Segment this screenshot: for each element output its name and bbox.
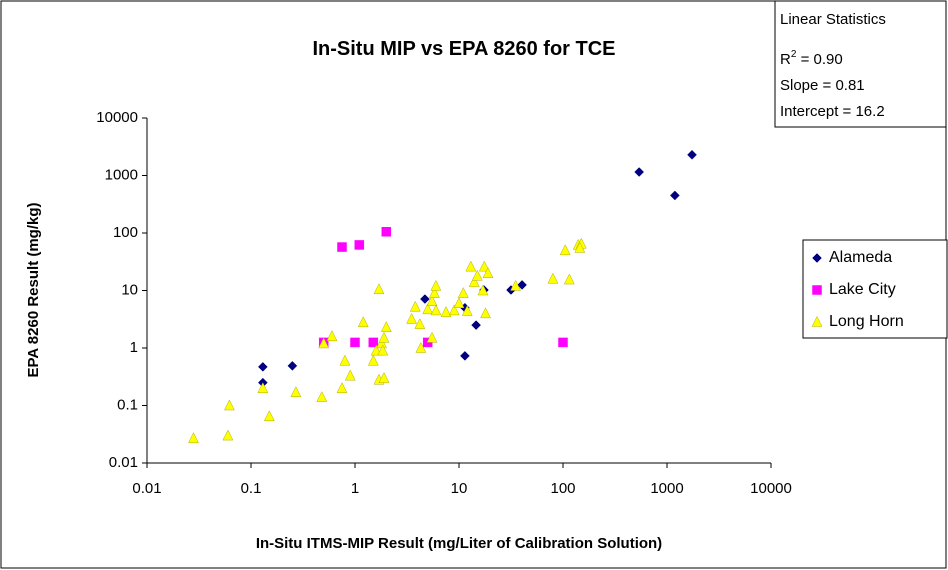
legend-label: Lake City (829, 281, 896, 298)
marker (381, 227, 392, 237)
marker (318, 337, 330, 349)
marker (430, 304, 442, 316)
marker (344, 369, 356, 381)
marker (440, 306, 452, 317)
marker (426, 295, 438, 307)
stats-slope: Slope = 0.81 (780, 77, 865, 94)
marker (478, 260, 490, 272)
marker (350, 337, 360, 348)
marker (316, 391, 328, 402)
series-2 (188, 237, 587, 443)
stats-intercept: Intercept = 16.2 (780, 103, 885, 120)
marker (188, 432, 199, 443)
legend-marker (812, 253, 822, 263)
marker (517, 280, 527, 290)
marker (471, 269, 483, 281)
marker (409, 300, 421, 312)
y-tick-label: 0.1 (117, 396, 138, 413)
marker (482, 267, 494, 278)
marker (378, 372, 390, 383)
marker (428, 287, 440, 298)
y-axis-title: EPA 8260 Result (mg/kg) (25, 202, 42, 377)
marker (263, 410, 275, 422)
marker (373, 283, 385, 295)
marker (406, 312, 417, 324)
marker (574, 241, 586, 253)
y-tick-label: 1000 (105, 166, 138, 183)
stats-r2: R2 = 0.90 (780, 49, 843, 68)
r2-exponent: 2 (791, 49, 797, 60)
marker (354, 240, 365, 250)
marker (368, 337, 379, 348)
marker (377, 344, 389, 356)
y-tick-label: 100 (113, 224, 138, 241)
marker (378, 331, 390, 343)
marker (257, 362, 268, 372)
x-tick-label: 0.1 (241, 480, 262, 497)
chart-title: In-Situ MIP vs EPA 8260 for TCE (312, 38, 615, 60)
marker (370, 344, 382, 356)
legend-frame (802, 239, 948, 339)
legend: Alameda Lake City Long Horn (802, 239, 948, 339)
marker (287, 360, 298, 371)
marker (222, 429, 234, 441)
marker (460, 351, 470, 361)
x-tick-label: 10 (451, 480, 468, 497)
marker (257, 382, 269, 393)
marker (453, 297, 465, 309)
marker (634, 167, 645, 177)
marker (559, 244, 571, 256)
marker (290, 386, 302, 397)
legend-label: Alameda (829, 249, 892, 266)
r2-symbol: R (780, 51, 791, 68)
marker (415, 341, 427, 353)
x-tick-label: 10000 (750, 480, 792, 497)
x-tick-label: 100 (550, 480, 575, 497)
stats-heading: Linear Statistics (780, 11, 886, 28)
x-tick-label: 1 (351, 480, 359, 497)
marker (357, 316, 369, 328)
stats-frame (774, 0, 947, 128)
marker (558, 337, 568, 348)
marker (380, 321, 392, 332)
marker (547, 272, 559, 284)
marker (337, 242, 347, 252)
marker (420, 294, 430, 304)
marker (461, 304, 473, 316)
marker (448, 304, 460, 316)
y-tick-label: 0.01 (109, 454, 138, 471)
marker (510, 279, 521, 291)
legend-marker (812, 285, 822, 295)
marker (367, 354, 379, 366)
legend-marker (811, 315, 823, 327)
legend-label: Long Horn (829, 313, 904, 330)
marker (326, 330, 338, 342)
y-tick-label: 10 (121, 281, 138, 298)
marker (339, 354, 351, 366)
y-tick-label: 1 (130, 339, 138, 356)
marker (457, 287, 469, 298)
marker (471, 320, 481, 330)
x-tick-label: 1000 (650, 480, 683, 497)
marker (336, 382, 348, 393)
y-tick-label: 10000 (96, 109, 138, 126)
marker (422, 303, 434, 315)
marker (426, 331, 438, 343)
marker (224, 399, 235, 411)
marker (430, 279, 442, 291)
marker (414, 318, 426, 329)
marker (687, 149, 697, 160)
r2-value: = 0.90 (796, 51, 842, 68)
marker (465, 260, 477, 272)
x-tick-label: 0.01 (132, 480, 161, 497)
x-axis-title: In-Situ ITMS-MIP Result (mg/Liter of Cal… (256, 535, 662, 552)
marker (468, 276, 480, 287)
marker (477, 284, 489, 296)
marker (563, 273, 575, 285)
stats-box: Linear Statistics R2 = 0.90 Slope = 0.81… (774, 0, 947, 128)
marker (670, 190, 680, 201)
marker (480, 307, 491, 319)
